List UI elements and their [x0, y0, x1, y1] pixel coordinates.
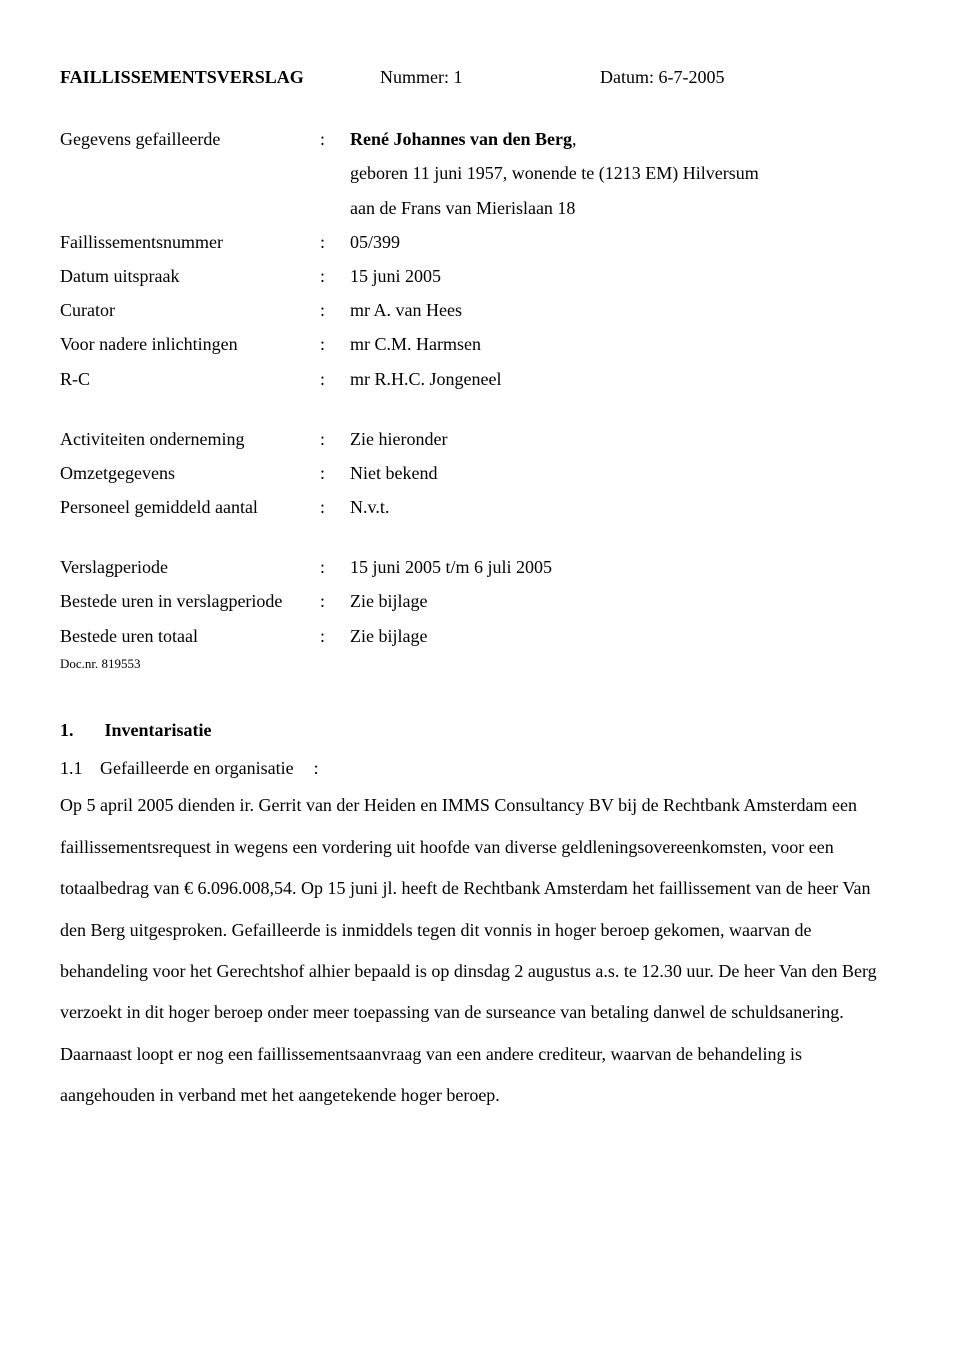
- kv-row: Faillissementsnummer : 05/399: [60, 225, 900, 259]
- kv-row: Omzetgegevens : Niet bekend: [60, 456, 900, 490]
- kv-label: Bestede uren in verslagperiode: [60, 584, 320, 618]
- kv-row: Personeel gemiddeld aantal : N.v.t.: [60, 490, 900, 524]
- kv-value: Niet bekend: [350, 456, 900, 490]
- section-number: 1.: [60, 713, 100, 747]
- doc-number: Doc.nr. 819553: [60, 655, 900, 673]
- kv-colon: :: [320, 422, 350, 456]
- details-block-2: Activiteiten onderneming : Zie hieronder…: [60, 422, 900, 525]
- kv-label: Bestede uren totaal: [60, 619, 320, 653]
- page: FAILLISSEMENTSVERSLAG Nummer: 1 Datum: 6…: [0, 0, 960, 1366]
- kv-value: N.v.t.: [350, 490, 900, 524]
- kv-value: René Johannes van den Berg, geboren 11 j…: [350, 122, 900, 225]
- report-title: FAILLISSEMENTSVERSLAG: [60, 60, 380, 94]
- kv-label: Voor nadere inlichtingen: [60, 327, 320, 361]
- subsection-colon: :: [314, 751, 319, 785]
- report-date: Datum: 6-7-2005: [600, 60, 900, 94]
- kv-value: mr C.M. Harmsen: [350, 327, 900, 361]
- subsection-row: 1.1 Gefailleerde en organisatie :: [60, 751, 900, 785]
- kv-value: Zie bijlage: [350, 619, 900, 653]
- kv-label: R-C: [60, 362, 320, 396]
- kv-label: Curator: [60, 293, 320, 327]
- kv-label: Faillissementsnummer: [60, 225, 320, 259]
- debtor-name: René Johannes van den Berg: [350, 129, 572, 149]
- subsection-label: 1.1 Gefailleerde en organisatie :: [60, 751, 319, 785]
- subsection-title: Gefailleerde en organisatie: [100, 751, 294, 785]
- details-block-3: Verslagperiode : 15 juni 2005 t/m 6 juli…: [60, 550, 900, 673]
- kv-label: Activiteiten onderneming: [60, 422, 320, 456]
- debtor-line-2: aan de Frans van Mierislaan 18: [350, 198, 575, 218]
- report-number: Nummer: 1: [380, 60, 600, 94]
- kv-colon: :: [320, 327, 350, 361]
- kv-value: mr A. van Hees: [350, 293, 900, 327]
- kv-value: 15 juni 2005: [350, 259, 900, 293]
- kv-colon: :: [320, 584, 350, 618]
- kv-value: Zie hieronder: [350, 422, 900, 456]
- kv-value: 15 juni 2005 t/m 6 juli 2005: [350, 550, 900, 584]
- kv-colon: :: [320, 293, 350, 327]
- kv-label: Omzetgegevens: [60, 456, 320, 490]
- kv-colon: :: [320, 619, 350, 653]
- subsection-number: 1.1: [60, 751, 100, 785]
- kv-colon: :: [320, 456, 350, 490]
- kv-row: Verslagperiode : 15 juni 2005 t/m 6 juli…: [60, 550, 900, 584]
- kv-row: Gegevens gefailleerde : René Johannes va…: [60, 122, 900, 225]
- kv-label: Datum uitspraak: [60, 259, 320, 293]
- kv-row: Datum uitspraak : 15 juni 2005: [60, 259, 900, 293]
- kv-value: 05/399: [350, 225, 900, 259]
- kv-label: Personeel gemiddeld aantal: [60, 490, 320, 524]
- kv-value: mr R.H.C. Jongeneel: [350, 362, 900, 396]
- kv-row: Activiteiten onderneming : Zie hieronder: [60, 422, 900, 456]
- kv-label: Gegevens gefailleerde: [60, 122, 320, 156]
- section-body: Op 5 april 2005 dienden ir. Gerrit van d…: [60, 785, 900, 1116]
- kv-row: R-C : mr R.H.C. Jongeneel: [60, 362, 900, 396]
- kv-row: Curator : mr A. van Hees: [60, 293, 900, 327]
- section-title: Inventarisatie: [105, 720, 212, 740]
- kv-label: Verslagperiode: [60, 550, 320, 584]
- kv-colon: :: [320, 225, 350, 259]
- debtor-line-1: geboren 11 juni 1957, wonende te (1213 E…: [350, 163, 759, 183]
- kv-colon: :: [320, 362, 350, 396]
- section-heading: 1. Inventarisatie: [60, 713, 900, 747]
- kv-colon: :: [320, 490, 350, 524]
- kv-colon: :: [320, 259, 350, 293]
- kv-row: Bestede uren totaal : Zie bijlage: [60, 619, 900, 653]
- details-block-1: Gegevens gefailleerde : René Johannes va…: [60, 122, 900, 396]
- kv-value: Zie bijlage: [350, 584, 900, 618]
- report-header: FAILLISSEMENTSVERSLAG Nummer: 1 Datum: 6…: [60, 60, 900, 94]
- kv-colon: :: [320, 122, 350, 156]
- kv-colon: :: [320, 550, 350, 584]
- kv-row: Voor nadere inlichtingen : mr C.M. Harms…: [60, 327, 900, 361]
- kv-row: Bestede uren in verslagperiode : Zie bij…: [60, 584, 900, 618]
